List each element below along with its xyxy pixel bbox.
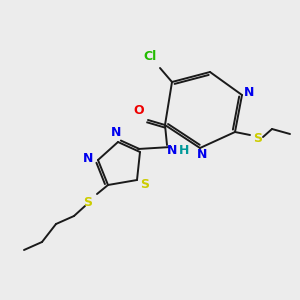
Text: S: S (140, 178, 149, 191)
Text: H: H (179, 143, 189, 157)
Text: N: N (167, 143, 177, 157)
Text: N: N (244, 86, 254, 100)
Text: N: N (111, 127, 121, 140)
Text: S: S (83, 196, 92, 208)
Text: N: N (83, 152, 93, 164)
Text: N: N (197, 148, 207, 161)
Text: O: O (134, 104, 144, 118)
Text: Cl: Cl (143, 50, 157, 62)
Text: S: S (254, 131, 262, 145)
